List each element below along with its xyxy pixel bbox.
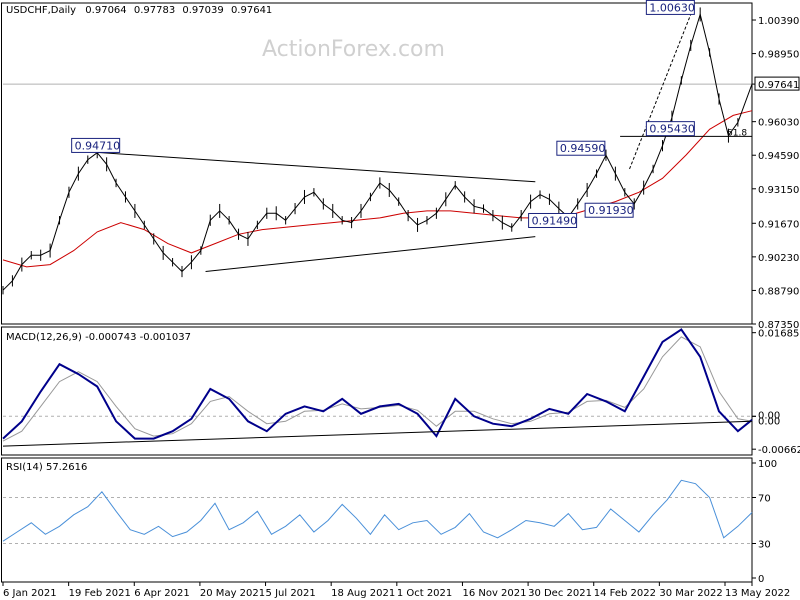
main-panel-title: USDCHF,Daily 0.97064 0.97783 0.97039 0.9…: [6, 5, 272, 16]
time-axis: 6 Jan 2021 19 Feb 2021 6 Apr 2021 20 May 20…: [2, 582, 790, 599]
time-tick-label: 13 May 2022: [725, 588, 790, 599]
macd-axis: 0.016856 0.000.00 -0.006629: [752, 329, 800, 456]
annotation-label: 0.91930: [588, 204, 634, 217]
price-tick-label: 0.91670: [758, 219, 799, 230]
trendline-4: [629, 14, 692, 170]
macd-frame: [1, 326, 753, 456]
price-series: [2, 7, 753, 295]
rsi-tick-label: 100: [758, 459, 777, 470]
trendline-2: [205, 236, 536, 273]
price-annotations: 0.94710 1.00630 0.94590 0.95430 0.91930 0.914…: [71, 0, 747, 228]
rsi-axis: 100 70 30 0: [752, 459, 777, 585]
price-tick-label: 0.96030: [758, 118, 799, 129]
price-tick-label: 0.97641: [758, 80, 799, 91]
price-axis: 1.00390 0.98950 0.97641 0.96030 0.94590 0.931…: [752, 16, 800, 331]
time-tick-label: 19 Feb 2021: [69, 588, 131, 599]
rsi-tick-label: 30: [758, 540, 771, 551]
macd-trendline: [2, 420, 753, 447]
rsi-line: [2, 479, 753, 542]
time-tick-label: 14 Feb 2022: [594, 588, 656, 599]
price-line: [2, 12, 753, 291]
annotation-label: 0.91490: [532, 214, 578, 227]
macd-series: [2, 328, 753, 440]
time-tick-label: 18 Aug 2021: [331, 588, 395, 599]
annotation-label: 1.00630: [649, 1, 695, 14]
open-value: 0.97064: [85, 5, 126, 16]
macd-tick-label: -0.006629: [758, 445, 800, 456]
annotation-box: [584, 202, 634, 218]
time-tick-label: 5 Jul 2021: [266, 588, 316, 599]
annotation-label: 0.94710: [75, 139, 121, 152]
symbol-label: USDCHF,Daily: [6, 5, 76, 16]
trendline-1: [97, 151, 536, 183]
annotation-box: [645, 121, 695, 137]
time-tick-label: 30 Mar 2022: [659, 588, 722, 599]
rsi-tick-label: 0: [758, 574, 764, 585]
price-tick-label: 0.93150: [758, 185, 799, 196]
time-tick-label: 1 Oct 2021: [397, 588, 452, 599]
trendlines: [97, 14, 752, 273]
moving-average-series: [2, 110, 753, 268]
price-tick-label: 0.88790: [758, 286, 799, 297]
macd-line: [2, 328, 753, 440]
high-value: 0.97783: [134, 5, 175, 16]
macd-tick-label: 0.016856: [758, 329, 800, 340]
fib-level-label: 61.8: [727, 128, 747, 138]
annotation-label: 0.94590: [560, 142, 606, 155]
time-tick-label: 6 Jan 2021: [3, 588, 57, 599]
moving-average-line: [2, 110, 753, 268]
panel-frames: [1, 2, 753, 586]
time-tick-label: 30 Dec 2021: [528, 588, 592, 599]
annotation-box: [71, 137, 121, 153]
price-tick-label: 0.90230: [758, 253, 799, 264]
time-tick-label: 6 Apr 2021: [134, 588, 189, 599]
rsi-tick-label: 70: [758, 494, 771, 505]
close-value: 0.97641: [231, 5, 272, 16]
current-price-box: [754, 76, 800, 91]
rsi-level-lines: [3, 497, 752, 544]
annotation-box: [645, 0, 695, 15]
low-value: 0.97039: [182, 5, 223, 16]
annotation-box: [528, 212, 578, 228]
watermark: ActionForex.com: [262, 37, 445, 62]
macd-tick-label: 0.00: [758, 410, 780, 421]
rsi-title: RSI(14) 57.2616: [6, 462, 87, 473]
time-tick-label: 20 May 2021: [200, 588, 265, 599]
price-tick-label: 0.87350: [758, 320, 799, 331]
price-tick-label: 1.00390: [758, 16, 799, 27]
rsi-frame: [1, 457, 753, 583]
price-tick-label: 0.94590: [758, 151, 799, 162]
macd-tick-label: 0.00: [758, 416, 780, 427]
annotation-label: 0.95430: [649, 123, 695, 136]
macd-trendline: [2, 420, 753, 447]
rsi-series: [2, 479, 753, 542]
main-frame: [1, 2, 753, 325]
time-tick-label: 16 Nov 2021: [462, 588, 526, 599]
price-tick-label: 0.98950: [758, 50, 799, 61]
macd-title: MACD(12,26,9) -0.000743 -0.001037: [6, 332, 191, 343]
annotation-box: [556, 140, 606, 156]
